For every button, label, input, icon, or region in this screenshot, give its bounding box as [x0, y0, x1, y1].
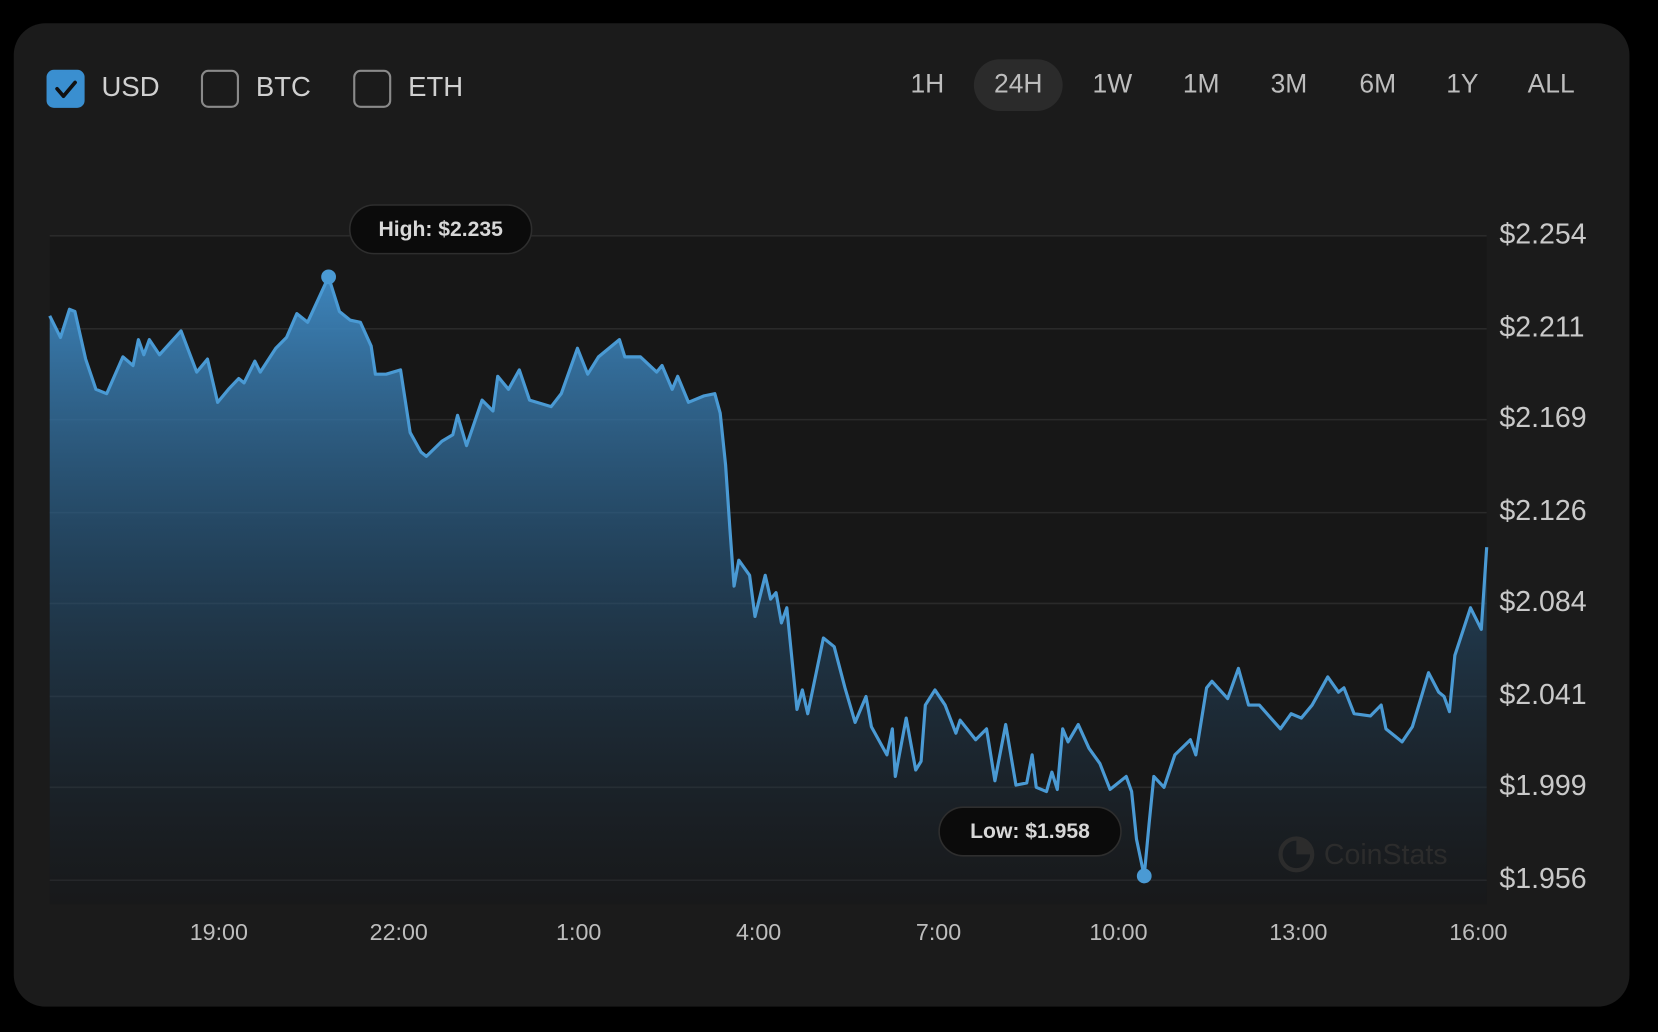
range-label[interactable]: 1H [910, 69, 944, 99]
currency-toggle[interactable]: BTC [200, 69, 311, 108]
y-tick-label: $2.041 [1499, 679, 1586, 711]
watermark-icon [1296, 838, 1313, 855]
range-button[interactable]: 6M [1359, 69, 1396, 99]
annotation-text: Low: $1.958 [970, 820, 1090, 843]
checkmark [55, 80, 77, 99]
price-line [48, 275, 1489, 878]
y-tick-label: $2.169 [1499, 402, 1586, 434]
y-tick-label: $2.211 [1499, 311, 1584, 343]
currency-label: USD [102, 71, 160, 102]
x-tick-label: 7:00 [916, 919, 961, 945]
range-label[interactable]: 3M [1271, 69, 1308, 99]
currency-label: BTC [256, 71, 311, 102]
x-tick-label: 10:00 [1089, 919, 1147, 945]
range-label[interactable]: 1Y [1446, 69, 1479, 99]
annotation-box [348, 204, 533, 255]
range-button[interactable]: 1H [910, 69, 944, 99]
range-active-bg [973, 59, 1063, 112]
y-tick-label: $1.999 [1499, 770, 1586, 802]
annotation-text: High: $2.235 [378, 218, 503, 241]
currency-label: ETH [408, 71, 463, 102]
x-tick-label: 16:00 [1449, 919, 1507, 945]
range-label[interactable]: 6M [1359, 69, 1396, 99]
range-button[interactable]: 1M [1183, 69, 1220, 99]
y-tick-label: $2.254 [1499, 218, 1586, 250]
extreme-point [1136, 868, 1152, 884]
x-tick-label: 1:00 [556, 919, 601, 945]
y-tick-label: $1.956 [1499, 863, 1586, 895]
x-tick-label: 22:00 [370, 919, 428, 945]
watermark-text: CoinStats [1324, 839, 1448, 871]
currency-toggle[interactable]: USD [46, 69, 160, 108]
range-button[interactable]: 3M [1271, 69, 1308, 99]
checkbox[interactable] [200, 69, 239, 108]
range-label[interactable]: 24H [994, 69, 1042, 99]
range-label[interactable]: 1W [1093, 69, 1133, 99]
x-tick-label: 4:00 [736, 919, 781, 945]
range-button[interactable]: 24H [973, 59, 1063, 112]
watermark: CoinStats [1278, 836, 1448, 873]
annotation-box [938, 806, 1122, 857]
range-label[interactable]: 1M [1183, 69, 1220, 99]
y-tick-label: $2.084 [1499, 586, 1586, 618]
y-tick-label: $2.126 [1499, 495, 1586, 527]
x-tick-label: 13:00 [1269, 919, 1327, 945]
currency-toggle[interactable]: ETH [353, 69, 463, 108]
range-label[interactable]: ALL [1528, 69, 1575, 99]
checkbox[interactable] [353, 69, 392, 108]
range-button[interactable]: 1W [1093, 69, 1133, 99]
checkbox[interactable] [46, 69, 85, 108]
x-tick-label: 19:00 [190, 919, 248, 945]
range-button[interactable]: ALL [1528, 69, 1575, 99]
extreme-point [321, 269, 336, 285]
range-button[interactable]: 1Y [1446, 69, 1479, 99]
